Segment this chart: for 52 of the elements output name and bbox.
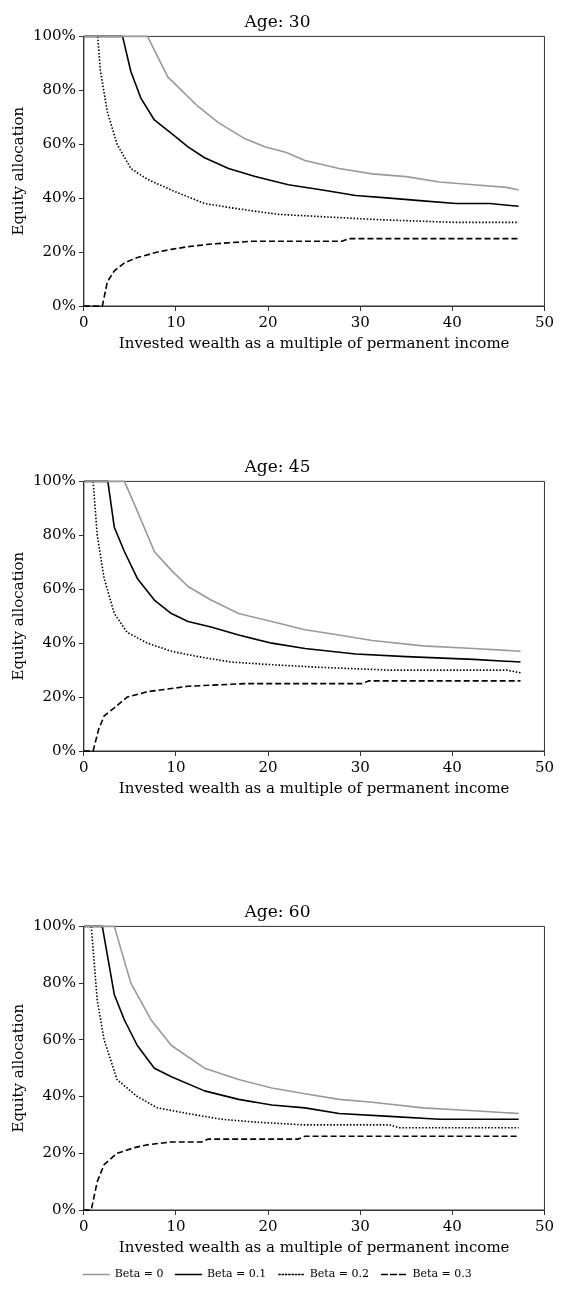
y-tick-label: 80%	[42, 973, 76, 992]
chart-title: Age: 45	[243, 455, 311, 476]
y-axis-title: Equity allocation	[8, 1003, 27, 1133]
x-axis-title: Invested wealth as a multiple of permanent income	[118, 1237, 510, 1256]
y-tick-label: 40%	[42, 188, 76, 207]
x-tick-label: 10	[166, 312, 186, 331]
x-tick-label: 10	[166, 1216, 186, 1235]
y-tick-label: 40%	[42, 633, 76, 652]
legend-label: Beta = 0	[114, 1267, 164, 1281]
x-tick-label: 0	[79, 757, 89, 776]
x-tick-label: 30	[350, 312, 370, 331]
line-series	[83, 1135, 520, 1211]
x-tick-label: 20	[258, 757, 278, 776]
y-tick-label: 60%	[42, 1029, 76, 1048]
y-tick-label: 80%	[42, 80, 76, 99]
y-tick-label: 0%	[52, 295, 76, 314]
x-tick-label: 30	[350, 1216, 370, 1235]
y-tick-label: 100%	[32, 471, 76, 490]
y-tick-label: 0%	[52, 740, 76, 759]
y-axis-title: Equity allocation	[8, 551, 27, 681]
y-tick-label: 60%	[42, 579, 76, 598]
x-tick-label: 20	[258, 1216, 278, 1235]
x-tick-label: 50	[534, 1216, 554, 1235]
x-tick-label: 40	[442, 757, 462, 776]
x-tick-label: 50	[534, 757, 554, 776]
y-tick-label: 80%	[42, 525, 76, 544]
x-tick-label: 20	[258, 312, 278, 331]
y-tick-label: 20%	[42, 686, 76, 705]
x-tick-label: 0	[79, 1216, 89, 1235]
chart-title: Age: 60	[243, 900, 311, 921]
x-tick-label: 30	[350, 757, 370, 776]
legend-label: Beta = 0.3	[412, 1267, 472, 1281]
chart-title: Age: 30	[243, 10, 311, 31]
y-tick-label: 20%	[42, 1143, 76, 1162]
line-series	[83, 680, 522, 752]
x-tick-label: 40	[442, 1216, 462, 1235]
legend-label: Beta = 0.2	[309, 1267, 370, 1281]
y-tick-label: 60%	[42, 134, 76, 153]
y-tick-label: 100%	[32, 916, 76, 935]
x-tick-label: 40	[442, 312, 462, 331]
y-tick-label: 0%	[52, 1199, 76, 1218]
x-axis-title: Invested wealth as a multiple of permanent income	[118, 778, 510, 797]
legend-label: Beta = 0.1	[206, 1267, 267, 1281]
x-tick-label: 10	[166, 757, 186, 776]
y-tick-label: 100%	[32, 26, 76, 45]
y-tick-label: 20%	[42, 241, 76, 260]
x-tick-label: 0	[79, 312, 89, 331]
y-tick-label: 40%	[42, 1086, 76, 1105]
x-tick-label: 50	[534, 312, 554, 331]
line-series	[83, 237, 520, 307]
y-axis-title: Equity allocation	[8, 106, 27, 236]
x-axis-title: Invested wealth as a multiple of permanent income	[118, 333, 510, 352]
